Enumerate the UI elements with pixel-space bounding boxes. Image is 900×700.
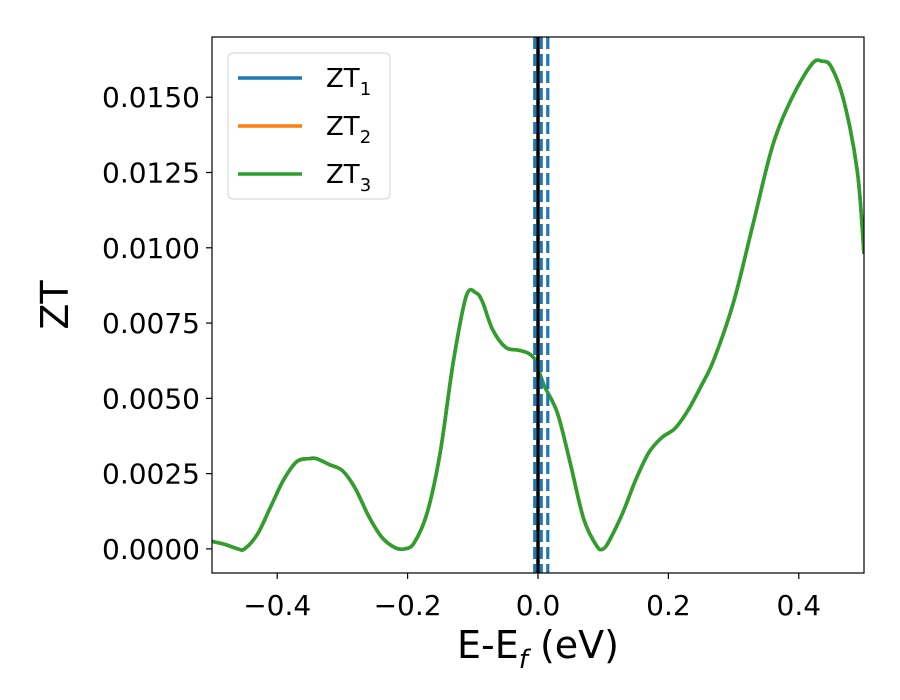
legend: ZT1 ZT2 ZT3 (227, 52, 391, 200)
series-line-3 (212, 58, 864, 552)
legend-entries: ZT1 ZT2 ZT3 (238, 64, 371, 196)
x-tick-label-4: 0.4 (777, 589, 822, 622)
y-tick-label-5: 0.0125 (102, 157, 200, 190)
y-tick-label-4: 0.0100 (102, 232, 200, 265)
legend-label-1: ZT1 (326, 64, 371, 100)
y-ticks: 0.0000 0.0025 0.0050 0.0075 0.0100 0.0125 0.01… (102, 81, 212, 566)
vertical-lines (533, 37, 550, 573)
y-tick-label-3: 0.0075 (102, 307, 200, 340)
legend-box (227, 52, 391, 200)
y-tick-label-6: 0.0150 (102, 81, 200, 114)
series-lines (212, 58, 864, 552)
x-axis-label-main: E-E (457, 623, 519, 667)
y-tick-label-1: 0.0025 (102, 458, 200, 491)
x-tick-label-1: −0.2 (374, 589, 442, 622)
x-axis-label-unit: (eV) (528, 623, 619, 667)
x-tick-label-0: −0.4 (243, 589, 311, 622)
legend-label-2: ZT2 (326, 112, 371, 148)
legend-label-3: ZT3 (326, 160, 371, 196)
x-ticks: −0.4 −0.2 0.0 0.2 0.4 (243, 573, 821, 622)
y-tick-label-0: 0.0000 (102, 533, 200, 566)
x-tick-label-2: 0.0 (516, 589, 561, 622)
y-tick-label-2: 0.0050 (102, 382, 200, 415)
x-axis-label: E-Ef (eV) (457, 623, 619, 675)
y-axis-label: ZT (33, 280, 77, 330)
x-tick-label-3: 0.2 (646, 589, 691, 622)
